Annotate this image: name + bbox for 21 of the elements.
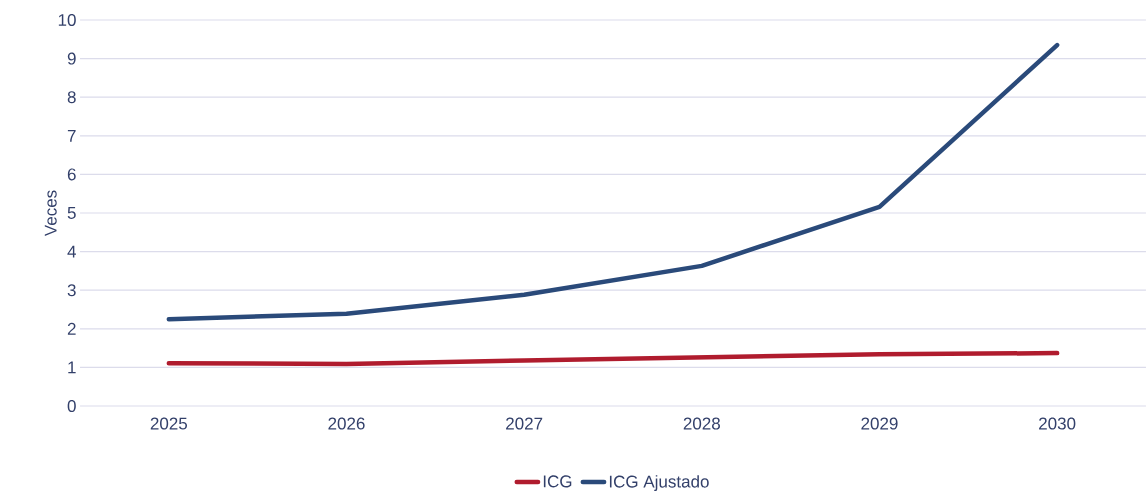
legend-label: ICG (543, 475, 572, 488)
y-tick-label: 4 (67, 245, 76, 258)
y-tick-label: 10 (58, 13, 76, 27)
x-tick-label: 2029 (861, 417, 898, 430)
y-tick-label: 1 (68, 361, 76, 374)
x-tick-label: 2026 (328, 417, 365, 430)
x-tick-label: 2028 (683, 417, 720, 430)
x-tick-label: 2030 (1039, 417, 1076, 430)
x-tick-label: 2025 (150, 417, 188, 430)
y-tick-label: 9 (67, 52, 76, 65)
y-tick-label: 7 (67, 129, 76, 142)
y-tick-label: 3 (67, 284, 76, 297)
y-axis-title: Veces (44, 190, 57, 237)
legend-label: ICG Ajustado (609, 475, 709, 491)
y-tick-label: 2 (67, 322, 76, 335)
y-tick-label: 6 (67, 168, 76, 181)
y-tick-label: 8 (67, 91, 76, 104)
line-series (166, 42, 1060, 322)
y-tick-label: 5 (67, 207, 76, 219)
x-tick-label: 2027 (506, 417, 543, 430)
y-tick-label: 0 (67, 399, 76, 413)
